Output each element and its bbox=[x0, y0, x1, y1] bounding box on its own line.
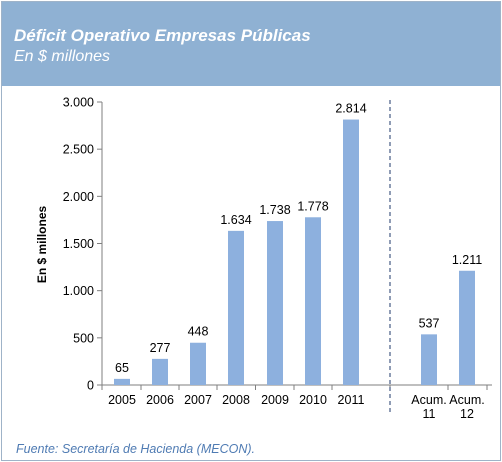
x-tick-label: Acum. bbox=[449, 393, 484, 407]
bar-value-label: 448 bbox=[188, 325, 209, 339]
bar bbox=[459, 270, 475, 385]
x-tick-label: 2006 bbox=[146, 393, 174, 407]
y-tick-label: 3.000 bbox=[63, 96, 94, 110]
x-tick-label: 2009 bbox=[261, 393, 289, 407]
y-axis-title: En $ millones bbox=[35, 205, 49, 283]
bar bbox=[152, 358, 168, 385]
bar-value-label: 537 bbox=[419, 316, 440, 330]
x-tick-label: 2007 bbox=[184, 393, 212, 407]
bar bbox=[190, 342, 206, 385]
y-tick-label: 1.500 bbox=[63, 237, 94, 251]
source-note: Fuente: Secretaría de Hacienda (MECON). bbox=[16, 442, 255, 456]
bar-value-label: 2.814 bbox=[335, 102, 366, 116]
chart-subtitle: En $ millones bbox=[14, 48, 111, 65]
x-tick-label: 12 bbox=[460, 407, 474, 421]
y-tick-label: 2.000 bbox=[63, 190, 94, 204]
chart-header: Déficit Operativo Empresas Públicas En $… bbox=[2, 2, 500, 86]
bar bbox=[228, 230, 244, 385]
y-tick-label: 500 bbox=[73, 331, 94, 345]
y-tick-label: 2.500 bbox=[63, 143, 94, 157]
x-tick-label: 2008 bbox=[222, 393, 250, 407]
bar bbox=[305, 217, 321, 385]
x-tick-label: 2005 bbox=[108, 393, 136, 407]
x-tick-label: 11 bbox=[423, 407, 436, 421]
chart-title: Déficit Operativo Empresas Públicas bbox=[14, 26, 311, 45]
y-tick-label: 1.000 bbox=[63, 284, 94, 298]
bar bbox=[267, 221, 283, 385]
bar-value-label: 1.634 bbox=[220, 213, 251, 227]
bar bbox=[114, 378, 130, 385]
x-tick-label: Acum. bbox=[411, 393, 446, 407]
bar-value-label: 1.211 bbox=[452, 253, 482, 267]
bar bbox=[343, 119, 359, 386]
x-tick-label: 2010 bbox=[299, 393, 327, 407]
bar-value-label: 1.738 bbox=[259, 203, 290, 217]
bar-value-label: 1.778 bbox=[297, 199, 328, 213]
bar-value-label: 65 bbox=[115, 361, 129, 375]
bar bbox=[421, 334, 437, 385]
x-tick-label: 2011 bbox=[338, 393, 365, 407]
y-tick-label: 0 bbox=[87, 379, 94, 393]
bar-value-label: 277 bbox=[150, 341, 171, 355]
bar-chart: 0 500 1.000 1.500 2.000 2.500 3.000 En $ millon… bbox=[35, 96, 492, 421]
